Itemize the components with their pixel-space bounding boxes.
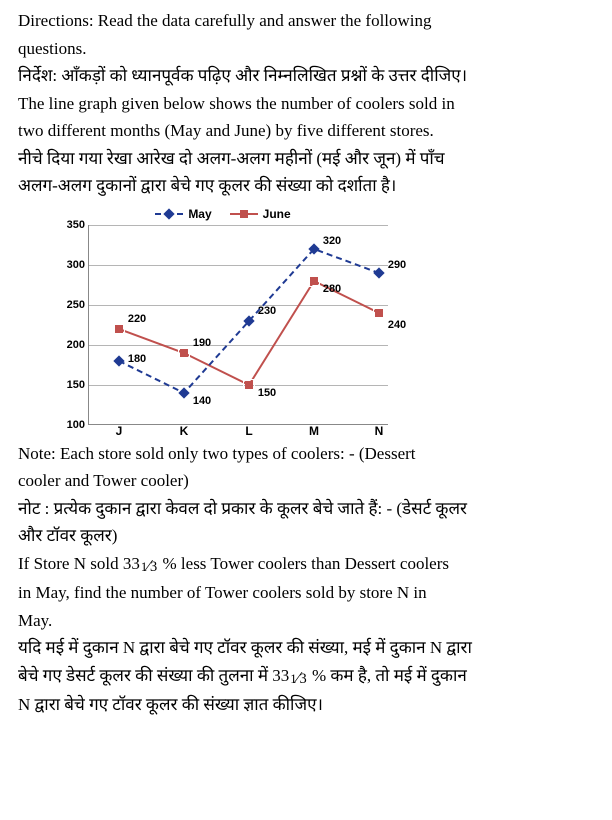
directions-en-line1: Directions: Read the data carefully and … bbox=[18, 8, 594, 34]
plot-area: 100150200250300350JKLMN22019015028024018… bbox=[88, 225, 388, 435]
data-label: 220 bbox=[128, 310, 146, 327]
note-en-1: Note: Each store sold only two types of … bbox=[18, 441, 594, 467]
y-axis-tick: 300 bbox=[59, 256, 85, 273]
question-en-line3: May. bbox=[18, 608, 594, 634]
y-axis-tick: 350 bbox=[59, 216, 85, 233]
y-axis-tick: 100 bbox=[59, 416, 85, 433]
legend-may-label: May bbox=[188, 205, 211, 223]
legend-june-marker-icon bbox=[230, 213, 258, 215]
y-axis-tick: 250 bbox=[59, 296, 85, 313]
question-en-line2: in May, find the number of Tower coolers… bbox=[18, 580, 594, 606]
question-hi-line3: N द्वारा बेचे गए टॉवर कूलर की संख्या ज्ञ… bbox=[18, 692, 594, 718]
graph-desc-en-1: The line graph given below shows the num… bbox=[18, 91, 594, 117]
data-label: 150 bbox=[258, 384, 276, 401]
data-label: 180 bbox=[128, 350, 146, 367]
data-point bbox=[115, 325, 123, 333]
chart-legend: May June bbox=[58, 205, 388, 223]
data-point bbox=[310, 277, 318, 285]
fraction-icon: 1⁄3 bbox=[289, 665, 307, 691]
data-label: 290 bbox=[388, 256, 406, 273]
y-axis-tick: 150 bbox=[59, 376, 85, 393]
line-chart: May June 100150200250300350JKLMN22019015… bbox=[58, 205, 388, 435]
data-label: 190 bbox=[193, 334, 211, 351]
data-label: 140 bbox=[193, 392, 211, 409]
directions-en-line2: questions. bbox=[18, 36, 594, 62]
fraction-icon: 1⁄3 bbox=[140, 553, 158, 579]
graph-desc-hi-1: नीचे दिया गया रेखा आरेख दो अलग-अलग महीनो… bbox=[18, 146, 594, 172]
data-label: 240 bbox=[388, 316, 406, 333]
graph-desc-hi-2: अलग-अलग दुकानों द्वारा बेचे गए कूलर की स… bbox=[18, 173, 594, 199]
note-en-2: cooler and Tower cooler) bbox=[18, 468, 594, 494]
question-en-line1: If Store N sold 331⁄3 % less Tower coole… bbox=[18, 551, 594, 579]
data-label: 230 bbox=[258, 302, 276, 319]
question-hi-line1: यदि मई में दुकान N द्वारा बेचे गए टॉवर क… bbox=[18, 635, 594, 661]
data-label: 280 bbox=[323, 280, 341, 297]
legend-may: May bbox=[155, 205, 211, 223]
y-axis-tick: 200 bbox=[59, 336, 85, 353]
data-point bbox=[245, 381, 253, 389]
data-point bbox=[180, 349, 188, 357]
data-point bbox=[375, 309, 383, 317]
data-label: 320 bbox=[323, 232, 341, 249]
note-hi-2: और टॉवर कूलर) bbox=[18, 523, 594, 549]
legend-june-label: June bbox=[263, 205, 291, 223]
directions-hi: निर्देश: आँकड़ों को ध्यानपूर्वक पढ़िए और… bbox=[18, 63, 594, 89]
note-hi-1: नोट : प्रत्येक दुकान द्वारा केवल दो प्रक… bbox=[18, 496, 594, 522]
legend-may-marker-icon bbox=[155, 213, 183, 215]
question-hi-line2: बेचे गए डेसर्ट कूलर की संख्या की तुलना म… bbox=[18, 663, 594, 691]
legend-june: June bbox=[230, 205, 291, 223]
graph-desc-en-2: two different months (May and June) by f… bbox=[18, 118, 594, 144]
